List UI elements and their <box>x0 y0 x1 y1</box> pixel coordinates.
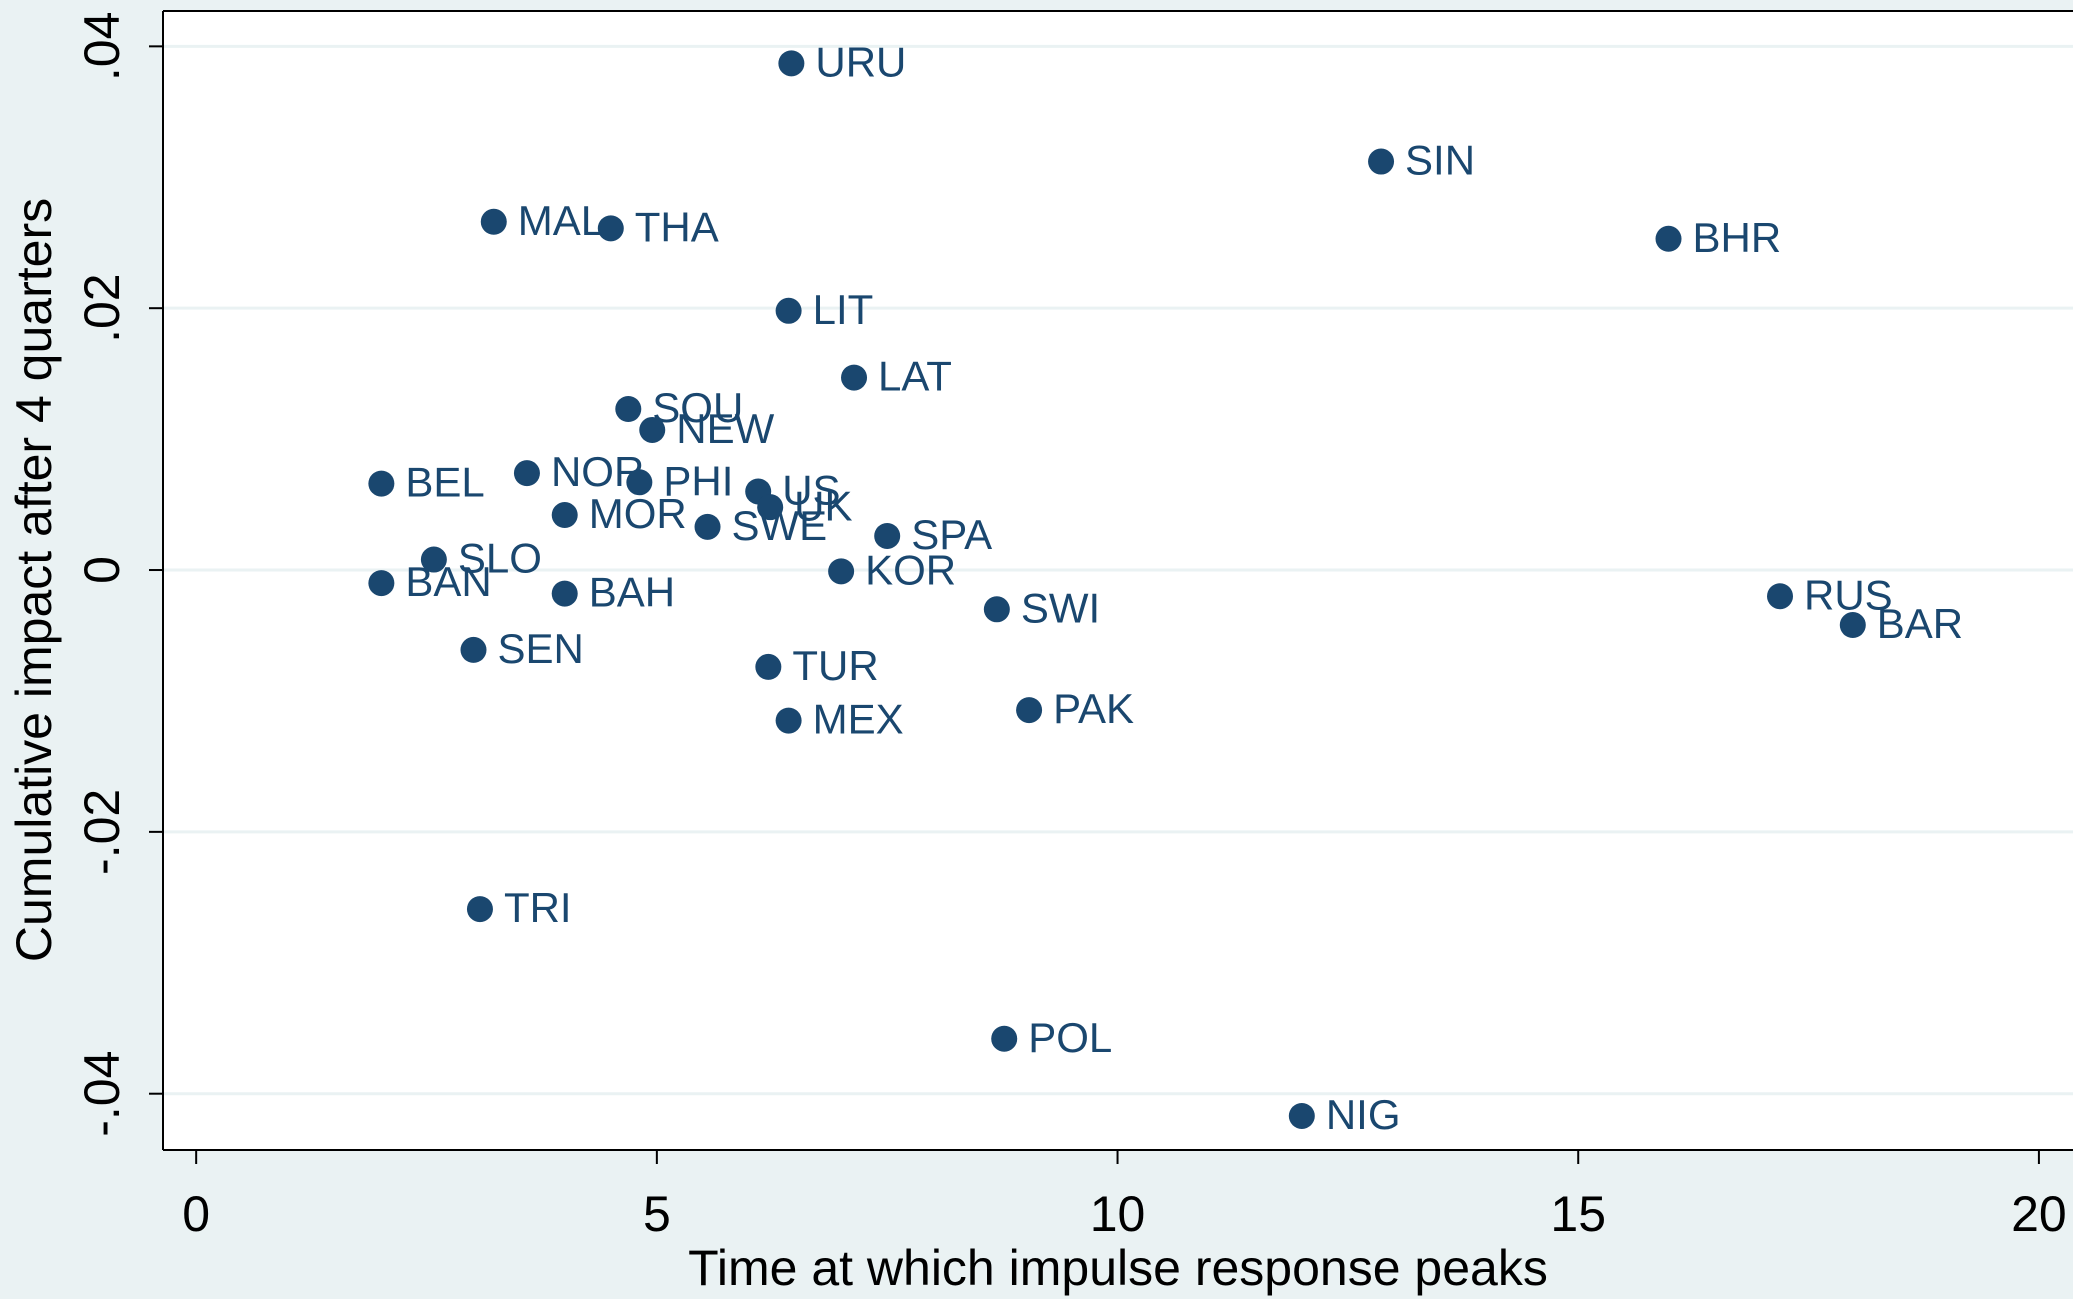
point <box>551 580 578 607</box>
point-label: KOR <box>865 546 956 593</box>
point <box>460 636 487 663</box>
point-label: NEW <box>676 405 774 452</box>
point <box>694 513 721 540</box>
point <box>597 215 624 242</box>
point <box>368 570 395 597</box>
point <box>778 50 805 77</box>
point-label: SLO <box>458 535 542 582</box>
point-label: BAR <box>1877 600 1963 647</box>
point-label: SWI <box>1021 584 1100 631</box>
point <box>1839 612 1866 639</box>
point <box>551 502 578 529</box>
point <box>1016 697 1043 724</box>
x-tick-label: 15 <box>1550 1186 1606 1242</box>
point <box>841 364 868 391</box>
point <box>615 395 642 422</box>
x-tick-label: 10 <box>1090 1186 1146 1242</box>
point-label: BEL <box>405 459 484 506</box>
point <box>991 1025 1018 1052</box>
point-label: THA <box>635 203 719 250</box>
point-label: BAH <box>589 569 675 616</box>
point-label: PAK <box>1053 685 1134 732</box>
point <box>626 469 653 496</box>
point-label: LIT <box>813 286 874 333</box>
point-label: SIN <box>1405 137 1475 184</box>
point-label: SPA <box>911 511 992 558</box>
point-label: POL <box>1028 1014 1112 1061</box>
point-label: LAT <box>878 353 952 400</box>
point-label: NIG <box>1326 1091 1401 1138</box>
point <box>368 470 395 497</box>
y-tick-label: -.02 <box>74 789 130 875</box>
point <box>983 596 1010 623</box>
point-label: BHR <box>1693 214 1782 261</box>
y-tick-label: -.04 <box>74 1051 130 1137</box>
point <box>513 460 540 487</box>
point-label: TUR <box>792 642 878 689</box>
point-label: PHI <box>663 457 733 504</box>
point <box>775 707 802 734</box>
y-tick-label: .04 <box>74 12 130 82</box>
point <box>874 522 901 549</box>
point-label: URU <box>815 38 906 85</box>
point <box>1368 148 1395 175</box>
plot-area <box>163 11 2073 1150</box>
point-label: RUS <box>1804 571 1893 618</box>
point-label: BAN <box>405 558 491 605</box>
point <box>639 416 666 443</box>
point <box>1655 225 1682 252</box>
point-label: SEN <box>498 625 584 672</box>
x-axis-title: Time at which impulse response peaks <box>688 1240 1548 1296</box>
x-tick-label: 0 <box>182 1186 210 1242</box>
point-label: SOU <box>652 384 743 431</box>
point-label: UK <box>794 482 852 529</box>
y-tick-label: 0 <box>74 556 130 584</box>
point <box>757 494 784 521</box>
point <box>1288 1102 1315 1129</box>
point-label: MAL <box>518 197 604 244</box>
point <box>480 208 507 235</box>
x-tick-label: 20 <box>2011 1186 2067 1242</box>
point-label: US <box>782 467 840 514</box>
point <box>775 297 802 324</box>
y-tick-label: .02 <box>74 273 130 343</box>
point-label: SWE <box>732 502 828 549</box>
point-label: MOR <box>589 490 687 537</box>
point <box>1767 583 1794 610</box>
point <box>755 653 782 680</box>
point-label: MEX <box>813 696 904 743</box>
x-tick-label: 5 <box>643 1186 671 1242</box>
y-axis-title: Cumulative impact after 4 quarters <box>6 198 62 962</box>
point-label: TRI <box>504 884 572 931</box>
point <box>466 896 493 923</box>
point <box>828 558 855 585</box>
point <box>420 546 447 573</box>
